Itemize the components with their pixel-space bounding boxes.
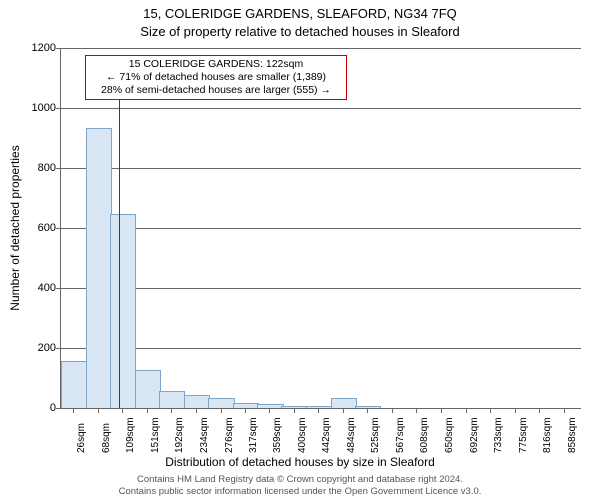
x-tick-mark xyxy=(539,408,540,413)
y-tick-label: 600 xyxy=(16,222,56,234)
x-tick-mark xyxy=(294,408,295,413)
x-tick-mark xyxy=(367,408,368,413)
annotation-box: 15 COLERIDGE GARDENS: 122sqm← 71% of det… xyxy=(85,55,347,100)
x-tick-label: 442sqm xyxy=(321,417,332,453)
x-tick-mark xyxy=(98,408,99,413)
x-tick-label: 109sqm xyxy=(125,417,136,453)
x-tick-label: 192sqm xyxy=(174,417,185,453)
reference-line xyxy=(119,93,120,408)
histogram-bar xyxy=(184,395,210,408)
y-tick-mark xyxy=(56,108,61,109)
x-axis-label: Distribution of detached houses by size … xyxy=(0,455,600,469)
x-tick-mark xyxy=(564,408,565,413)
x-tick-mark xyxy=(245,408,246,413)
x-tick-label: 816sqm xyxy=(542,417,553,453)
x-tick-mark xyxy=(515,408,516,413)
x-tick-label: 234sqm xyxy=(199,417,210,453)
y-tick-label: 0 xyxy=(16,402,56,414)
annotation-line3: 28% of semi-detached houses are larger (… xyxy=(90,84,342,97)
x-tick-label: 650sqm xyxy=(444,417,455,453)
x-tick-mark xyxy=(171,408,172,413)
y-tick-label: 800 xyxy=(16,162,56,174)
x-tick-mark xyxy=(392,408,393,413)
x-tick-label: 359sqm xyxy=(272,417,283,453)
annotation-line2: ← 71% of detached houses are smaller (1,… xyxy=(90,71,342,84)
y-tick-label: 1200 xyxy=(16,42,56,54)
x-tick-label: 484sqm xyxy=(346,417,357,453)
y-tick-mark xyxy=(56,288,61,289)
annotation-line1: 15 COLERIDGE GARDENS: 122sqm xyxy=(90,58,342,71)
footer-line2: Contains public sector information licen… xyxy=(0,486,600,497)
gridline xyxy=(61,108,581,109)
x-tick-mark xyxy=(147,408,148,413)
histogram-bar xyxy=(135,370,161,409)
histogram-bar xyxy=(159,391,185,409)
x-tick-mark xyxy=(343,408,344,413)
y-tick-mark xyxy=(56,348,61,349)
x-tick-label: 276sqm xyxy=(224,417,235,453)
x-tick-mark xyxy=(122,408,123,413)
x-tick-mark xyxy=(73,408,74,413)
x-tick-mark xyxy=(269,408,270,413)
x-tick-label: 733sqm xyxy=(493,417,504,453)
y-tick-label: 200 xyxy=(16,342,56,354)
x-tick-label: 567sqm xyxy=(395,417,406,453)
x-tick-label: 317sqm xyxy=(248,417,259,453)
gridline xyxy=(61,48,581,49)
plot-area xyxy=(60,48,581,409)
x-tick-label: 400sqm xyxy=(297,417,308,453)
chart-container: 15, COLERIDGE GARDENS, SLEAFORD, NG34 7F… xyxy=(0,0,600,500)
x-tick-label: 68sqm xyxy=(101,423,112,453)
gridline xyxy=(61,348,581,349)
x-tick-label: 858sqm xyxy=(567,417,578,453)
histogram-bar xyxy=(86,128,112,408)
histogram-bar xyxy=(331,398,357,408)
gridline xyxy=(61,168,581,169)
x-tick-label: 525sqm xyxy=(370,417,381,453)
y-tick-label: 1000 xyxy=(16,102,56,114)
histogram-bar xyxy=(110,214,136,409)
x-tick-mark xyxy=(441,408,442,413)
gridline xyxy=(61,228,581,229)
x-tick-mark xyxy=(318,408,319,413)
x-tick-mark xyxy=(490,408,491,413)
x-tick-label: 608sqm xyxy=(419,417,430,453)
chart-title-line2: Size of property relative to detached ho… xyxy=(0,24,600,39)
y-tick-mark xyxy=(56,168,61,169)
histogram-bar xyxy=(61,361,87,409)
y-tick-mark xyxy=(56,408,61,409)
x-tick-label: 692sqm xyxy=(469,417,480,453)
y-tick-mark xyxy=(56,228,61,229)
x-tick-mark xyxy=(196,408,197,413)
footer-line1: Contains HM Land Registry data © Crown c… xyxy=(0,474,600,485)
y-tick-mark xyxy=(56,48,61,49)
x-tick-mark xyxy=(466,408,467,413)
x-tick-mark xyxy=(221,408,222,413)
histogram-bar xyxy=(233,403,259,409)
x-tick-label: 151sqm xyxy=(150,417,161,453)
x-tick-label: 775sqm xyxy=(518,417,529,453)
y-tick-label: 400 xyxy=(16,282,56,294)
x-tick-mark xyxy=(416,408,417,413)
gridline xyxy=(61,288,581,289)
chart-title-line1: 15, COLERIDGE GARDENS, SLEAFORD, NG34 7F… xyxy=(0,6,600,21)
histogram-bar xyxy=(208,398,234,408)
x-tick-label: 26sqm xyxy=(76,423,87,453)
